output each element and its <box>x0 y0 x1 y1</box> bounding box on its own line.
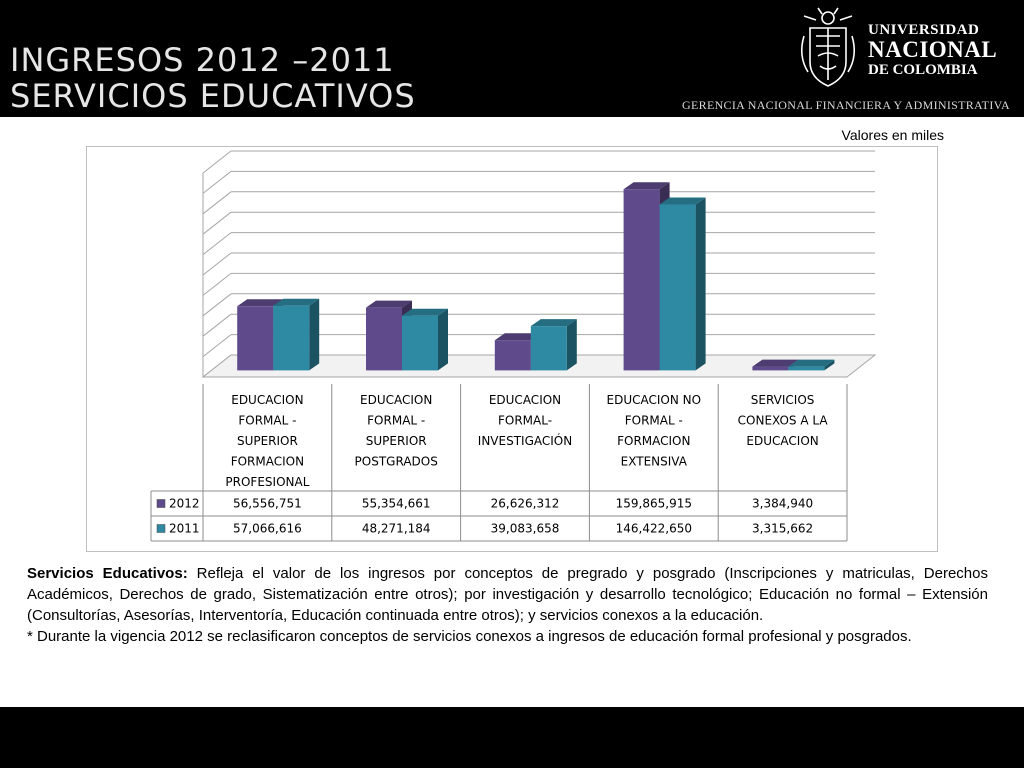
bar-2012-4 <box>623 189 660 371</box>
description-note: * Durante la vigencia 2012 se reclasific… <box>27 628 912 645</box>
category-label: EDUCACION FORMAL -SUPERIOR POSTGRADOS <box>355 393 438 469</box>
bar-2012-2 <box>366 307 402 371</box>
university-seal-icon <box>800 7 856 87</box>
title-line-1: INGRESOS 2012 –2011 <box>10 41 395 79</box>
bar-2011-2 <box>402 315 438 371</box>
bar-2012-1 <box>237 306 274 371</box>
data-label-2012-2: 55,354,661 <box>362 497 431 511</box>
gridline-side <box>202 211 232 235</box>
bar-2011-4 <box>659 204 696 371</box>
data-label-2011-4: 146,422,650 <box>616 522 692 536</box>
bar-2011-5 <box>788 366 825 371</box>
description-text: Refleja el valor de los ingresos por con… <box>27 565 988 624</box>
page-title: INGRESOS 2012 –2011 SERVICIOS EDUCATIVOS <box>10 42 416 114</box>
bar-side-2011-2 <box>438 308 448 371</box>
bar-top-2011-5 <box>788 359 835 367</box>
bar-side-2011-1 <box>309 298 320 371</box>
logo-line-1: UNIVERSIDAD <box>868 22 980 38</box>
bar-top-2012-3 <box>494 333 541 341</box>
bar-top-2011-4 <box>659 197 706 205</box>
header-subtitle: GERENCIA NACIONAL FINANCIERA Y ADMINISTR… <box>682 98 1010 112</box>
data-label-2011-1: 57,066,616 <box>233 522 302 536</box>
data-label-2011-2: 48,271,184 <box>362 522 431 536</box>
gridline-side <box>202 334 232 357</box>
university-logo: UNIVERSIDAD NACIONAL DE COLOMBIA <box>796 4 1016 94</box>
category-label: EDUCACION NO FORMAL -FORMACION EXTENSIVA <box>607 393 702 469</box>
chart-frame: EDUCACION FORMAL -SUPERIOR FORMACION PROFES… <box>86 146 938 552</box>
income-bar-chart: EDUCACION FORMAL -SUPERIOR FORMACION PROFES… <box>150 150 877 542</box>
category-label: EDUCACION FORMAL -SUPERIOR FORMACION PROFES… <box>225 393 309 489</box>
bar-2012-5 <box>752 366 789 371</box>
data-label-2012-5: 3,384,940 <box>752 497 813 511</box>
bar-top-2011-3 <box>530 319 577 327</box>
bar-top-2012-1 <box>237 299 284 307</box>
bar-2012-3 <box>494 340 531 371</box>
bar-top-2011-2 <box>402 308 448 316</box>
gridline-side <box>202 293 232 317</box>
bar-top-2012-5 <box>752 359 799 367</box>
data-label-2012-1: 56,556,751 <box>233 497 302 511</box>
logo-wordmark: UNIVERSIDAD NACIONAL DE COLOMBIA <box>868 22 997 78</box>
bar-2011-1 <box>273 305 310 371</box>
footer-bar <box>0 707 1024 768</box>
bar-top-2011-1 <box>273 298 320 306</box>
title-line-2: SERVICIOS EDUCATIVOS <box>10 77 416 115</box>
legend-label-2011: 2011 <box>169 522 200 536</box>
legend-key-2012 <box>156 499 166 508</box>
bar-top-2012-4 <box>623 182 670 190</box>
legend-key-2011 <box>156 524 166 533</box>
legend-label-2012: 2012 <box>169 497 200 511</box>
data-label-2012-4: 159,865,915 <box>616 497 692 511</box>
data-label-2011-5: 3,315,662 <box>752 522 813 536</box>
gridline-side <box>202 191 232 215</box>
description: Servicios Educativos: Refleja el valor d… <box>27 563 988 647</box>
gridline-side <box>202 313 232 337</box>
logo-line-3: DE COLOMBIA <box>868 62 978 78</box>
gridline-side <box>202 232 232 255</box>
category-label: SERVICIOS CONEXOS A LA EDUCACION <box>738 393 829 448</box>
bar-top-2012-2 <box>366 300 412 308</box>
data-label-2011-3: 39,083,658 <box>491 522 560 536</box>
bar-side-2011-4 <box>695 197 706 371</box>
logo-line-2: NACIONAL <box>868 37 998 62</box>
data-label-2012-3: 26,626,312 <box>491 497 560 511</box>
bar-2011-3 <box>530 326 567 371</box>
gridline-side <box>202 273 232 296</box>
gridline-side <box>202 252 232 276</box>
gridline-side <box>202 171 232 194</box>
bar-side-2011-3 <box>566 319 577 371</box>
description-lead: Servicios Educativos: <box>27 565 188 582</box>
category-label: EDUCACION FORMAL-INVESTIGACIÓN <box>478 393 572 448</box>
gridline-side <box>202 150 232 174</box>
units-note: Valores en miles <box>841 127 944 143</box>
header-bar: INGRESOS 2012 –2011 SERVICIOS EDUCATIVOS… <box>0 0 1024 117</box>
bar-side-2011-5 <box>824 359 835 371</box>
